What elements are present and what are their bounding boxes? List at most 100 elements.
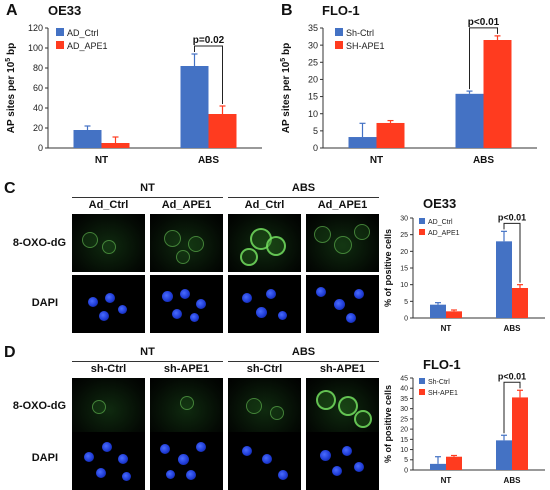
chart-b-bar-sh-ape1-nt xyxy=(376,122,405,148)
chart-d-y-tick-label: 0 xyxy=(404,467,408,474)
chart-b-y-tick-label: 20 xyxy=(308,75,318,85)
chart-b-y-tick-label: 0 xyxy=(313,143,318,153)
panel-d-group-nt: NT xyxy=(140,346,155,358)
chart-b-bar-sh-ctrl-nt xyxy=(348,137,377,148)
chart-d-title: FLO-1 xyxy=(423,357,461,372)
panel-c-image-abs-ctrl-8oxodg xyxy=(228,214,301,272)
chart-d-bar-sh-ape1-nt xyxy=(446,456,462,470)
chart-a-y-tick-label: 80 xyxy=(33,63,43,73)
panel-c-group-nt-line xyxy=(72,197,223,198)
panel-c-col-4: Ad_APE1 xyxy=(317,199,368,211)
panel-d-image-abs-ape1-8oxodg xyxy=(306,378,379,436)
panel-c-image-abs-ctrl-dapi xyxy=(228,275,301,333)
panel-letter-b: B xyxy=(281,2,293,19)
chart-b-y-tick-label: 25 xyxy=(308,57,318,67)
chart-c-legend-label: AD_Ctrl xyxy=(428,219,453,226)
chart-d-y-tick-label: 45 xyxy=(400,375,408,382)
chart-c-bracket-line xyxy=(503,222,521,283)
chart-b-title: FLO-1 xyxy=(322,3,360,18)
chart-d-y-tick-label: 30 xyxy=(400,406,408,413)
chart-b-x-tick-label: NT xyxy=(370,155,383,166)
panel-c-col-3: Ad_Ctrl xyxy=(244,199,285,211)
panel-c-group-abs-line xyxy=(228,197,379,198)
chart-c-x-tick-label: NT xyxy=(441,324,452,333)
panel-c-image-abs-ape1-8oxodg xyxy=(306,214,379,272)
chart-b-p-value: p<0.01 xyxy=(468,18,500,28)
chart-c-p-value: p<0.01 xyxy=(498,212,526,222)
chart-a-x-tick-label: NT xyxy=(95,155,108,166)
chart-a-y-tick-label: 120 xyxy=(28,23,43,33)
chart-b-legend-swatch xyxy=(335,41,343,49)
chart-d-y-tick-label: 20 xyxy=(400,427,408,434)
chart-a-y-tick-label: 100 xyxy=(28,43,43,53)
panel-d-image-abs-ctrl-8oxodg xyxy=(228,378,301,436)
chart-d-legend-swatch xyxy=(419,389,425,395)
chart-d-y-label: % of positive cells xyxy=(383,385,393,463)
panel-d-image-abs-ape1-dapi xyxy=(306,432,379,490)
chart-c-bar-ad-ctrl-nt xyxy=(430,304,446,318)
chart-b-legend-label: Sh-Ctrl xyxy=(346,28,374,38)
chart-a-y-label: AP sites per 105 bp xyxy=(5,43,17,133)
chart-a-legend-label: AD_APE1 xyxy=(67,41,108,51)
chart-b-legend-label: SH-APE1 xyxy=(346,41,385,51)
panel-d-image-abs-ctrl-dapi xyxy=(228,432,301,490)
panel-letter-a: A xyxy=(6,2,18,19)
chart-d-bracket-line xyxy=(503,381,521,434)
chart-b-y-tick-label: 10 xyxy=(308,109,318,119)
chart-a-y-tick-label: 0 xyxy=(38,143,43,153)
chart-b-bar-sh-ape1-abs xyxy=(483,40,512,148)
panel-c-image-nt-ape1-8oxodg xyxy=(150,214,223,272)
chart-b-y-tick-label: 15 xyxy=(308,92,318,102)
panel-c-image-abs-ape1-dapi xyxy=(306,275,379,333)
chart-d-legend-swatch xyxy=(419,378,425,384)
chart-b-y-tick-label: 5 xyxy=(313,126,318,136)
chart-d-legend-label: SH-APE1 xyxy=(428,390,458,397)
chart-d-bar-sh-ape1-abs xyxy=(512,397,528,470)
chart-b-legend-swatch xyxy=(335,28,343,36)
chart-a: 0 20 40 60 80 100 120 AP sites per 105 bp NT ABS p… xyxy=(5,23,262,166)
chart-a-x-tick-label: ABS xyxy=(198,155,219,166)
panel-d-image-nt-ctrl-dapi xyxy=(72,432,145,490)
panel-c-col-1: Ad_Ctrl xyxy=(88,199,129,211)
chart-c-significance-bracket xyxy=(503,222,521,283)
panel-letter-c: C xyxy=(4,180,16,197)
panel-d-col-3: sh-Ctrl xyxy=(246,363,283,375)
chart-d-significance-bracket xyxy=(503,381,521,434)
chart-d-y-tick-label: 35 xyxy=(400,396,408,403)
chart-d-x-tick-label: NT xyxy=(441,476,452,485)
chart-a-legend-label: AD_Ctrl xyxy=(67,28,99,38)
chart-d-bar-sh-ctrl-abs xyxy=(496,440,512,470)
panel-d-image-nt-ctrl-8oxodg xyxy=(72,378,145,436)
chart-c-y-tick-label: 30 xyxy=(400,215,408,222)
panel-c-group-nt: NT xyxy=(140,182,155,194)
chart-a-bar-ad-ctrl-nt xyxy=(73,130,102,148)
chart-c-legend-swatch xyxy=(419,229,425,235)
panel-c-image-nt-ctrl-dapi xyxy=(72,275,145,333)
chart-d-y-tick-label: 5 xyxy=(404,457,408,464)
panel-d-image-nt-ape1-dapi xyxy=(150,432,223,490)
chart-a-title: OE33 xyxy=(48,3,82,18)
panel-d-group-abs: ABS xyxy=(291,346,316,358)
panel-c-col-2: Ad_APE1 xyxy=(161,199,212,211)
chart-d-y-tick-label: 25 xyxy=(400,416,408,423)
chart-c-y-label: % of positive cells xyxy=(383,229,393,307)
chart-d-p-value: p<0.01 xyxy=(498,371,526,381)
panel-c-row-8oxodg: 8-OXO-dG xyxy=(12,237,66,249)
chart-b-y-tick-label: 30 xyxy=(308,40,318,50)
panel-d-col-2: sh-APE1 xyxy=(163,363,210,375)
chart-c-bar-ad-ape1-nt xyxy=(446,311,462,318)
chart-c-y-tick-label: 20 xyxy=(400,249,408,256)
chart-c-y-tick-label: 15 xyxy=(400,265,408,272)
panel-d-row-dapi: DAPI xyxy=(31,452,58,464)
panel-letter-d: D xyxy=(4,344,16,361)
panel-d-col-4: sh-APE1 xyxy=(319,363,366,375)
chart-b-x-tick-label: ABS xyxy=(473,155,494,166)
chart-a-bracket-line xyxy=(194,45,223,104)
chart-a-p-value: p=0.02 xyxy=(193,35,225,46)
panel-d-col-1: sh-Ctrl xyxy=(90,363,127,375)
panel-c-image-nt-ape1-dapi xyxy=(150,275,223,333)
chart-c-y-tick-label: 10 xyxy=(400,282,408,289)
panel-d-image-nt-ape1-8oxodg xyxy=(150,378,223,436)
chart-b-significance-bracket xyxy=(469,27,498,90)
chart-b-bar-sh-ctrl-abs xyxy=(455,93,484,148)
